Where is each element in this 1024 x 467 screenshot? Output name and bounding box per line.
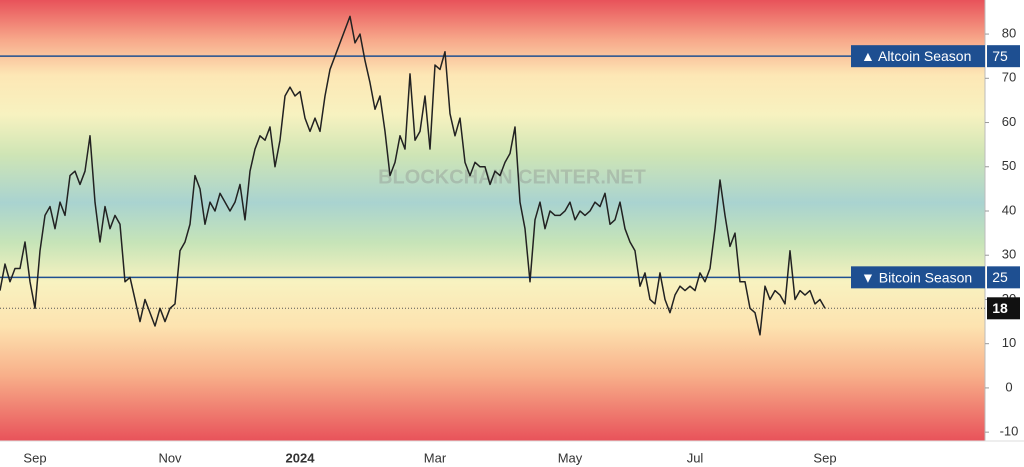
y-tick-label: -10 [1000, 424, 1019, 439]
watermark: BLOCKCHAIN CENTER.NET [378, 166, 646, 188]
x-tick-label: Mar [424, 450, 447, 465]
threshold-label-box [851, 45, 985, 68]
threshold-value-box [987, 266, 1020, 289]
y-tick-label: 60 [1002, 114, 1016, 129]
y-tick-label: 10 [1002, 335, 1016, 350]
threshold-value: 25 [992, 269, 1008, 285]
background-gradient [0, 0, 985, 441]
x-tick-label: Jul [687, 450, 704, 465]
x-tick-label: Sep [813, 450, 836, 465]
threshold-symbol: ▼ [861, 269, 875, 285]
current-value: 18 [992, 300, 1008, 316]
x-tick-label: Nov [158, 450, 182, 465]
y-tick-label: 30 [1002, 247, 1016, 262]
y-tick-label: 50 [1002, 158, 1016, 173]
x-tick-label: Sep [23, 450, 46, 465]
x-tick-label: May [558, 450, 583, 465]
threshold-symbol: ▲ [861, 48, 875, 64]
threshold-name: Bitcoin Season [879, 269, 972, 285]
threshold-label: ▲ Altcoin Season [861, 48, 971, 64]
y-tick-label: 80 [1002, 25, 1016, 40]
current-value-box [987, 297, 1020, 320]
y-tick-label: 70 [1002, 70, 1016, 85]
threshold-value-box [987, 45, 1020, 68]
y-tick-label: 0 [1005, 379, 1012, 394]
threshold-label: ▼ Bitcoin Season [861, 269, 972, 285]
data-line [0, 15, 826, 336]
threshold-name: Altcoin Season [878, 48, 971, 64]
x-tick-label: 2024 [286, 450, 316, 465]
threshold-value: 75 [992, 48, 1008, 64]
threshold-label-box [851, 266, 985, 289]
y-tick-label: 40 [1002, 202, 1016, 217]
